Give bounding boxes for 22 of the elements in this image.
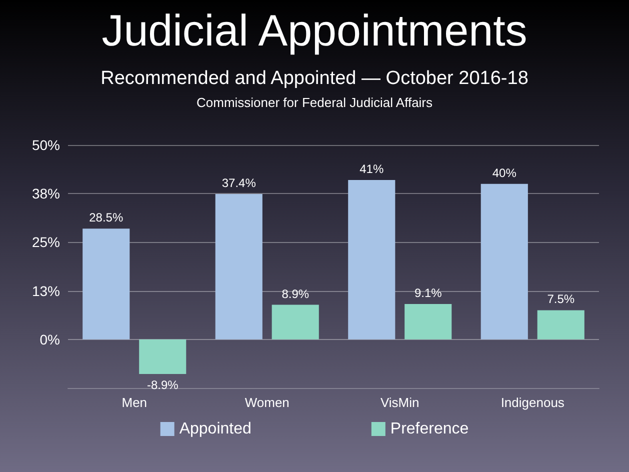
data-label: 28.5% xyxy=(89,210,124,225)
data-label: 9.1% xyxy=(414,286,442,300)
y-tick-label: 25% xyxy=(32,234,60,250)
legend-label: Preference xyxy=(390,420,469,438)
data-label: 40% xyxy=(492,166,517,180)
y-tick-label: 38% xyxy=(32,186,60,202)
chart-subtitle: Recommended and Appointed — October 2016-18 xyxy=(100,68,528,89)
legend-label: Appointed xyxy=(179,420,252,438)
data-label: 41% xyxy=(360,162,384,176)
data-label: 8.9% xyxy=(282,286,310,301)
data-label: -8.9% xyxy=(146,378,179,392)
y-tick-label: 50% xyxy=(32,137,60,153)
data-label: 7.5% xyxy=(547,292,575,306)
x-tick-label: Men xyxy=(122,395,148,410)
y-tick-label: 0% xyxy=(40,331,60,348)
y-tick-label: 13% xyxy=(32,282,60,299)
x-tick-label: Women xyxy=(244,395,290,410)
x-tick-label: VisMin xyxy=(380,395,420,410)
x-tick-label: Indigenous xyxy=(500,395,565,410)
data-label: 37.4% xyxy=(222,176,256,190)
text: Commissioner for Federal Judicial Affairs xyxy=(196,95,434,110)
chart-title: Judicial Appointments xyxy=(102,6,528,56)
